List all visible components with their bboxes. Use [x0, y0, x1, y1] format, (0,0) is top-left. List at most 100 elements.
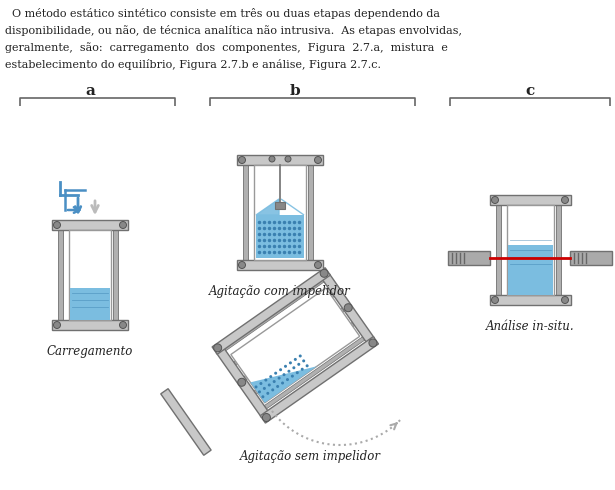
Bar: [113, 230, 118, 320]
Text: O método estático sintético consiste em três ou duas etapas dependendo da: O método estático sintético consiste em …: [5, 8, 440, 19]
Bar: [237, 260, 323, 270]
Circle shape: [277, 377, 280, 380]
Circle shape: [263, 414, 271, 421]
Polygon shape: [250, 366, 317, 403]
Bar: [511, 205, 516, 295]
Circle shape: [239, 262, 245, 269]
Circle shape: [239, 156, 245, 164]
Text: geralmente,  são:  carregamento  dos  componentes,  Figura  2.7.a,  mistura  e: geralmente, são: carregamento dos compon…: [5, 42, 448, 53]
Circle shape: [491, 196, 499, 203]
Text: c: c: [525, 84, 534, 98]
Circle shape: [561, 196, 568, 203]
Circle shape: [297, 363, 300, 366]
Circle shape: [291, 375, 294, 378]
Bar: [448, 251, 490, 265]
Text: disponibilidade, ou não, de técnica analítica não intrusiva.  As etapas envolvid: disponibilidade, ou não, de técnica anal…: [5, 25, 462, 36]
Bar: [254, 165, 306, 260]
Circle shape: [320, 270, 328, 277]
Circle shape: [282, 373, 285, 376]
Bar: [556, 205, 561, 295]
Bar: [212, 268, 330, 354]
Bar: [490, 195, 571, 205]
Bar: [264, 337, 365, 409]
Bar: [161, 389, 211, 455]
Text: Agitação com impelidor: Agitação com impelidor: [209, 285, 351, 298]
Bar: [243, 165, 248, 260]
Bar: [508, 250, 553, 278]
Bar: [70, 288, 110, 320]
Circle shape: [268, 384, 271, 387]
Bar: [52, 220, 128, 230]
Bar: [275, 202, 285, 209]
Circle shape: [344, 304, 352, 312]
Text: a: a: [85, 84, 95, 98]
Circle shape: [119, 221, 127, 228]
Bar: [508, 245, 553, 295]
Text: b: b: [290, 84, 300, 98]
Circle shape: [369, 339, 377, 347]
Bar: [496, 205, 501, 295]
Circle shape: [287, 370, 290, 373]
Bar: [99, 230, 105, 320]
Circle shape: [306, 364, 309, 368]
Circle shape: [276, 385, 279, 388]
Circle shape: [269, 156, 275, 162]
Polygon shape: [281, 199, 304, 215]
Bar: [526, 205, 531, 295]
Text: Análise in-situ.: Análise in-situ.: [486, 320, 574, 333]
Circle shape: [299, 354, 302, 358]
Circle shape: [294, 358, 297, 361]
Bar: [256, 215, 304, 258]
Text: Carregamento: Carregamento: [47, 345, 133, 358]
Bar: [223, 279, 324, 351]
Circle shape: [238, 378, 246, 386]
Circle shape: [263, 387, 266, 390]
Circle shape: [279, 368, 282, 371]
Circle shape: [301, 368, 304, 371]
Bar: [541, 205, 546, 295]
Bar: [231, 288, 360, 403]
Polygon shape: [256, 199, 279, 215]
Text: Agitação sem impelidor: Agitação sem impelidor: [239, 450, 381, 463]
Bar: [52, 320, 128, 330]
Circle shape: [284, 365, 287, 368]
Bar: [322, 273, 375, 343]
Bar: [292, 165, 297, 260]
Circle shape: [255, 386, 258, 389]
Bar: [254, 322, 355, 394]
Circle shape: [260, 382, 263, 385]
Circle shape: [54, 321, 60, 328]
Circle shape: [272, 380, 276, 383]
Circle shape: [289, 361, 292, 365]
Circle shape: [269, 375, 272, 378]
Bar: [244, 308, 344, 380]
Circle shape: [119, 321, 127, 328]
Circle shape: [261, 395, 264, 398]
Circle shape: [264, 379, 268, 382]
Circle shape: [286, 378, 289, 381]
Bar: [69, 230, 111, 320]
Circle shape: [213, 344, 221, 352]
Circle shape: [314, 262, 322, 269]
Circle shape: [285, 156, 291, 162]
Bar: [58, 230, 63, 320]
Bar: [570, 251, 612, 265]
Circle shape: [296, 371, 299, 374]
Circle shape: [561, 296, 568, 303]
Circle shape: [54, 221, 60, 228]
Bar: [308, 165, 313, 260]
Bar: [276, 165, 280, 260]
Text: estabelecimento do equilíbrio, Figura 2.7.b e análise, Figura 2.7.c.: estabelecimento do equilíbrio, Figura 2.…: [5, 59, 381, 70]
Bar: [72, 230, 77, 320]
Bar: [260, 337, 378, 423]
Circle shape: [314, 156, 322, 164]
Circle shape: [302, 359, 305, 363]
Circle shape: [281, 382, 284, 385]
Bar: [85, 230, 90, 320]
Bar: [216, 347, 269, 417]
Circle shape: [274, 372, 277, 375]
Bar: [507, 205, 554, 295]
Bar: [490, 295, 571, 305]
Bar: [508, 235, 553, 252]
Circle shape: [266, 392, 269, 395]
